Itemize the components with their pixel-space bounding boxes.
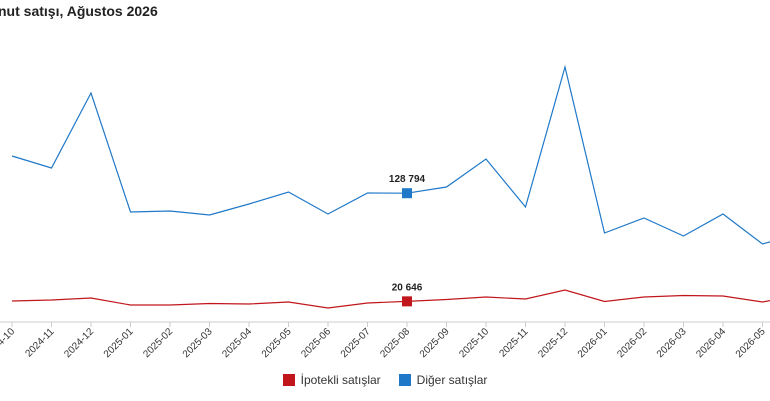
series-group (11, 64, 770, 309)
x-tick-label: 2025-05 (260, 326, 294, 360)
x-tick-label: 4-10 (0, 326, 17, 348)
x-tick-label: 2025-09 (418, 326, 452, 360)
legend: İpotekli satışlar Diğer satışlar (0, 373, 770, 387)
legend-label-mortgage: İpotekli satışlar (300, 373, 381, 387)
x-tick-label: 2026-01 (576, 326, 610, 360)
x-tick-label: 2025-12 (536, 326, 570, 360)
x-tick-label: 2025-03 (181, 326, 215, 360)
x-tick-label: 2026-05 (734, 326, 768, 360)
chart-title: nut satışı, Ağustos 2026 (0, 3, 158, 19)
highlight-marker-other[interactable] (402, 188, 412, 199)
data-label-mortgage: 20 646 (392, 282, 423, 293)
x-tick-label: 2026-02 (615, 326, 649, 360)
legend-swatch-mortgage (282, 374, 295, 386)
x-tick-label: 2026-03 (655, 326, 689, 360)
x-tick-label: 2025-01 (102, 326, 136, 360)
series-line-other (11, 64, 770, 245)
x-tick-label: 2024-12 (62, 326, 96, 360)
x-tick-label: 2025-08 (378, 326, 412, 360)
data-label-other: 128 794 (389, 174, 426, 185)
x-tick-label: 2025-06 (299, 326, 333, 360)
x-axis: 4-10 2024-11 2024-12 2025-01 2025-02 2025-03 2… (0, 321, 770, 360)
legend-item-other[interactable]: Diğer satışlar (398, 373, 488, 387)
legend-swatch-other (398, 374, 411, 386)
x-tick-label: 2024-11 (23, 326, 57, 360)
highlight-markers: 20 646 128 794 (389, 174, 426, 307)
x-tick-label: 2025-02 (141, 326, 175, 360)
x-tick-label: 2025-11 (497, 326, 531, 360)
legend-item-mortgage[interactable]: İpotekli satışlar (282, 373, 381, 387)
x-tick-label: 2026-04 (694, 326, 728, 360)
highlight-marker-mortgage[interactable] (402, 296, 412, 307)
legend-label-other: Diğer satışlar (416, 373, 488, 387)
x-tick-label: 2025-07 (339, 326, 373, 360)
x-tick-label: 2025-04 (220, 326, 254, 360)
x-tick-label: 2025-10 (457, 326, 491, 360)
